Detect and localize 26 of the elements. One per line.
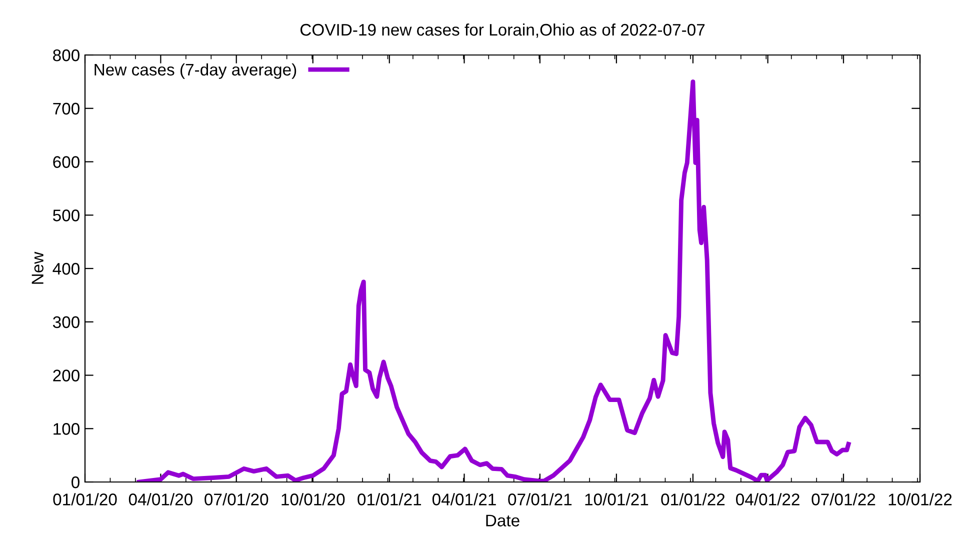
- y-tick-label: 500: [53, 210, 80, 222]
- y-tick-label: 400: [52, 262, 80, 275]
- y-tick-label: 800: [53, 49, 80, 62]
- y-tick-label: 200: [53, 370, 80, 382]
- chart-title: COVID-19 new cases for Lorain,Ohio as of 2022-07-07: [300, 23, 705, 38]
- x-tick-label: 04/01/21: [432, 493, 496, 506]
- x-tick-label: 10/01/22: [888, 493, 952, 506]
- x-tick-label: 01/01/20: [53, 493, 117, 506]
- x-tick-label: 04/01/22: [736, 493, 800, 506]
- x-axis-title: Date: [486, 514, 520, 526]
- y-tick-label: 0: [72, 476, 80, 488]
- x-tick-label: 07/01/21: [508, 493, 572, 506]
- legend-label: New cases (7-day average): [94, 63, 296, 79]
- x-tick-label: 01/01/21: [358, 493, 422, 506]
- x-tick-label: 07/01/20: [204, 493, 268, 506]
- y-tick-label: 700: [53, 102, 80, 115]
- x-tick-label: 01/01/22: [661, 493, 725, 506]
- line-series: [136, 79, 851, 482]
- x-tick-label: 07/01/22: [812, 493, 876, 506]
- x-tick-label: 10/01/20: [282, 493, 345, 506]
- y-tick-label: 300: [52, 316, 80, 328]
- y-tick-label: 600: [53, 156, 80, 168]
- x-tick-label: 10/01/21: [585, 493, 648, 506]
- y-axis-title: New: [32, 252, 44, 284]
- x-tick-label: 04/01/20: [128, 493, 192, 506]
- y-tick-label: 100: [54, 423, 80, 435]
